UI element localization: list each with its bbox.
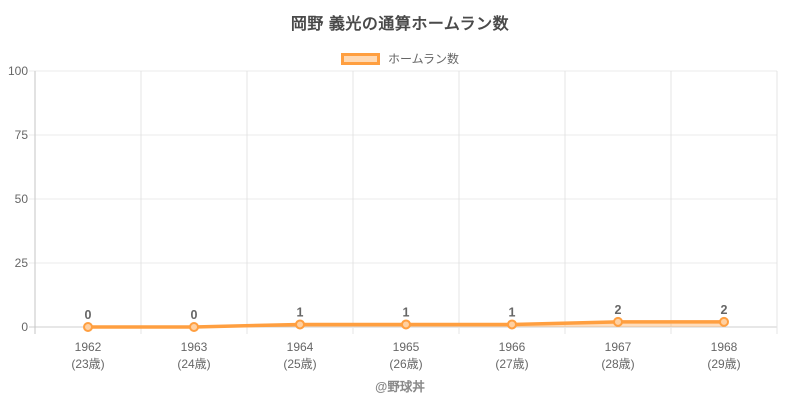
legend[interactable]: ホームラン数: [0, 50, 800, 67]
x-tick-year: 1965: [393, 340, 420, 354]
watermark-credit: @野球丼: [375, 380, 425, 394]
x-gridlines: [34, 71, 778, 334]
y-axis-labels: 0 25 50 75 100: [8, 64, 28, 334]
data-point[interactable]: [83, 322, 93, 332]
y-tick-label: 50: [15, 192, 29, 206]
y-tick-label: 0: [21, 320, 28, 334]
data-label: 1: [403, 305, 410, 319]
data-points[interactable]: [83, 316, 729, 332]
x-tick-year: 1967: [605, 340, 632, 354]
x-tick-age: (27歳): [495, 357, 528, 371]
data-label: 2: [615, 303, 622, 317]
data-labels: 0 0 1 1 1 2 2: [85, 303, 728, 322]
x-tick-age: (29歳): [707, 357, 740, 371]
x-tick-age: (28歳): [601, 357, 634, 371]
x-tick-age: (24歳): [177, 357, 210, 371]
chart-title: 岡野 義光の通算ホームラン数: [290, 16, 510, 33]
legend-swatch: [340, 52, 380, 65]
data-label: 1: [297, 305, 304, 319]
x-axis-labels: 1962 (23歳) 1963 (24歳) 1964 (25歳) 1965 (26歳) 1966…: [71, 340, 740, 371]
data-point[interactable]: [189, 322, 199, 332]
data-label: 1: [509, 305, 516, 319]
x-tick-age: (25歳): [283, 357, 316, 371]
data-label: 2: [721, 303, 728, 317]
x-tick-year: 1962: [75, 340, 102, 354]
x-tick-year: 1964: [287, 340, 314, 354]
data-point[interactable]: [507, 319, 517, 330]
data-point[interactable]: [401, 319, 411, 330]
data-point[interactable]: [295, 319, 305, 330]
y-tick-label: 25: [15, 256, 29, 270]
y-tick-label: 100: [8, 64, 28, 78]
x-tick-age: (23歳): [71, 357, 104, 371]
legend-label: ホームラン数: [387, 52, 460, 66]
data-point[interactable]: [719, 316, 729, 327]
data-label: 0: [191, 308, 198, 322]
x-tick-year: 1968: [711, 340, 738, 354]
data-label: 0: [85, 308, 92, 322]
x-tick-age: (26歳): [389, 357, 422, 371]
x-tick-year: 1963: [181, 340, 208, 354]
y-tick-label: 75: [15, 128, 29, 142]
data-point[interactable]: [613, 316, 623, 327]
x-tick-year: 1966: [499, 340, 526, 354]
